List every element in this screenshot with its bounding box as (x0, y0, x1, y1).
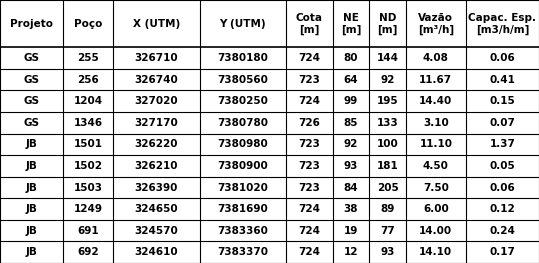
Text: 326390: 326390 (135, 183, 178, 193)
Text: 4.08: 4.08 (423, 53, 449, 63)
Text: 99: 99 (344, 96, 358, 106)
Text: 724: 724 (299, 226, 320, 236)
Text: ND
[m]: ND [m] (377, 13, 398, 35)
Text: 326210: 326210 (135, 161, 178, 171)
Text: 723: 723 (299, 139, 320, 149)
Text: X (UTM): X (UTM) (133, 19, 180, 29)
Text: 7380900: 7380900 (218, 161, 268, 171)
Text: Cota
[m]: Cota [m] (296, 13, 323, 35)
Text: GS: GS (24, 53, 39, 63)
Text: 7383360: 7383360 (217, 226, 268, 236)
Text: 14.00: 14.00 (419, 226, 452, 236)
Text: 92: 92 (381, 75, 395, 85)
Text: JB: JB (26, 247, 38, 257)
Text: 692: 692 (78, 247, 99, 257)
Text: 93: 93 (381, 247, 395, 257)
Text: JB: JB (26, 139, 38, 149)
Text: 84: 84 (344, 183, 358, 193)
Text: 85: 85 (344, 118, 358, 128)
Text: 0.24: 0.24 (489, 226, 515, 236)
Text: 0.06: 0.06 (489, 183, 515, 193)
Text: 6.00: 6.00 (423, 204, 449, 214)
Text: 324610: 324610 (135, 247, 178, 257)
Text: 92: 92 (344, 139, 358, 149)
Text: JB: JB (26, 183, 38, 193)
Text: 7380980: 7380980 (218, 139, 268, 149)
Text: 0.15: 0.15 (489, 96, 515, 106)
Text: 326220: 326220 (135, 139, 178, 149)
Text: 3.10: 3.10 (423, 118, 449, 128)
Text: 7.50: 7.50 (423, 183, 449, 193)
Text: 11.67: 11.67 (419, 75, 452, 85)
Text: 326710: 326710 (135, 53, 178, 63)
Text: 7380560: 7380560 (217, 75, 268, 85)
Text: 7383370: 7383370 (217, 247, 268, 257)
Text: 14.40: 14.40 (419, 96, 452, 106)
Text: Y (UTM): Y (UTM) (219, 19, 266, 29)
Text: 100: 100 (377, 139, 398, 149)
Text: Capac. Esp.
[m3/h/m]: Capac. Esp. [m3/h/m] (468, 13, 536, 35)
Text: 1346: 1346 (74, 118, 103, 128)
Text: 255: 255 (77, 53, 99, 63)
Text: 80: 80 (344, 53, 358, 63)
Text: 0.17: 0.17 (489, 247, 515, 257)
Text: 181: 181 (377, 161, 398, 171)
Text: 723: 723 (299, 75, 320, 85)
Text: GS: GS (24, 75, 39, 85)
Text: 4.50: 4.50 (423, 161, 449, 171)
Text: 1503: 1503 (74, 183, 102, 193)
Text: 7380180: 7380180 (217, 53, 268, 63)
Text: 7381690: 7381690 (218, 204, 268, 214)
Text: 7381020: 7381020 (217, 183, 268, 193)
Text: 195: 195 (377, 96, 398, 106)
Text: 691: 691 (78, 226, 99, 236)
Text: 1502: 1502 (74, 161, 102, 171)
Text: 324570: 324570 (135, 226, 178, 236)
Text: 726: 726 (299, 118, 320, 128)
Text: 0.06: 0.06 (489, 53, 515, 63)
Text: 89: 89 (381, 204, 395, 214)
Text: 1501: 1501 (74, 139, 102, 149)
Text: 7380780: 7380780 (217, 118, 268, 128)
Text: 14.10: 14.10 (419, 247, 452, 257)
Text: 724: 724 (299, 204, 320, 214)
Text: 256: 256 (77, 75, 99, 85)
Text: 144: 144 (377, 53, 399, 63)
Text: 1249: 1249 (74, 204, 102, 214)
Text: 0.05: 0.05 (489, 161, 515, 171)
Text: 324650: 324650 (135, 204, 178, 214)
Text: 0.12: 0.12 (489, 204, 515, 214)
Text: JB: JB (26, 161, 38, 171)
Text: 38: 38 (344, 204, 358, 214)
Text: JB: JB (26, 226, 38, 236)
Text: 724: 724 (299, 96, 320, 106)
Text: 1.37: 1.37 (489, 139, 515, 149)
Text: 723: 723 (299, 161, 320, 171)
Text: 1204: 1204 (74, 96, 103, 106)
Text: 327020: 327020 (135, 96, 178, 106)
Text: 724: 724 (299, 53, 320, 63)
Text: 64: 64 (344, 75, 358, 85)
Text: 93: 93 (344, 161, 358, 171)
Text: GS: GS (24, 96, 39, 106)
Text: 12: 12 (344, 247, 358, 257)
Text: 11.10: 11.10 (419, 139, 452, 149)
Text: 0.41: 0.41 (489, 75, 515, 85)
Text: 0.07: 0.07 (489, 118, 515, 128)
Text: 723: 723 (299, 183, 320, 193)
Text: 19: 19 (344, 226, 358, 236)
Text: Vazão
[m³/h]: Vazão [m³/h] (418, 13, 454, 35)
Text: 326740: 326740 (135, 75, 178, 85)
Text: Projeto: Projeto (10, 19, 53, 29)
Text: Poço: Poço (74, 19, 102, 29)
Text: 133: 133 (377, 118, 398, 128)
Text: GS: GS (24, 118, 39, 128)
Text: 724: 724 (299, 247, 320, 257)
Text: 77: 77 (380, 226, 395, 236)
Text: 7380250: 7380250 (217, 96, 268, 106)
Text: 205: 205 (377, 183, 398, 193)
Text: JB: JB (26, 204, 38, 214)
Text: NE
[m]: NE [m] (341, 13, 361, 35)
Text: 327170: 327170 (135, 118, 178, 128)
